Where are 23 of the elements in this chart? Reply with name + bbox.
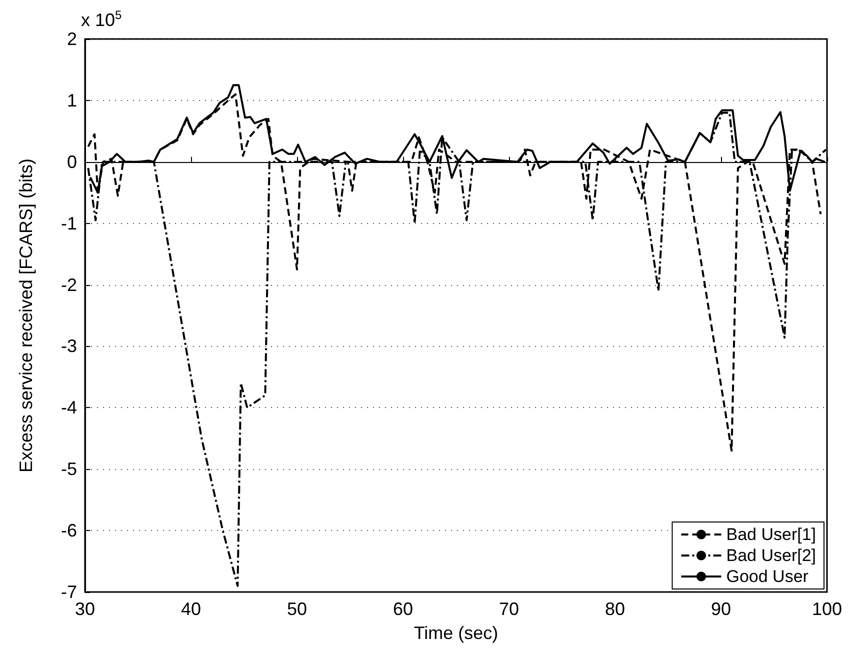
x-tick-label: 30 <box>74 599 96 619</box>
x-tick-label: 80 <box>604 599 626 619</box>
y-tick-label: -2 <box>60 274 77 295</box>
y-tick-label: 1 <box>66 90 77 110</box>
x-tick-label: 70 <box>498 599 520 619</box>
x-tick-label: 100 <box>812 599 842 619</box>
x-tick-label: 40 <box>180 599 202 619</box>
x-tick-label: 50 <box>286 599 308 619</box>
y-axis-title: Excess service received [FCARS] (bits) <box>16 158 36 473</box>
legend-label: Good User <box>726 567 809 586</box>
x-tick-label: 90 <box>710 599 732 619</box>
y-tick-label: -5 <box>60 459 77 480</box>
legend-label: Bad User[2] <box>726 546 816 565</box>
y-tick-label: 0 <box>66 152 77 172</box>
y-tick-label: 2 <box>66 29 77 49</box>
y-tick-label: -6 <box>60 520 77 541</box>
legend-label: Bad User[1] <box>726 525 816 544</box>
y-tick-label: -1 <box>60 213 77 234</box>
y-tick-label: -3 <box>60 336 77 356</box>
x-tick-label: 60 <box>392 599 414 619</box>
y-tick-label: -7 <box>60 582 77 602</box>
x-axis-title: Time (sec) <box>414 623 498 643</box>
y-tick-label: -4 <box>60 398 77 418</box>
